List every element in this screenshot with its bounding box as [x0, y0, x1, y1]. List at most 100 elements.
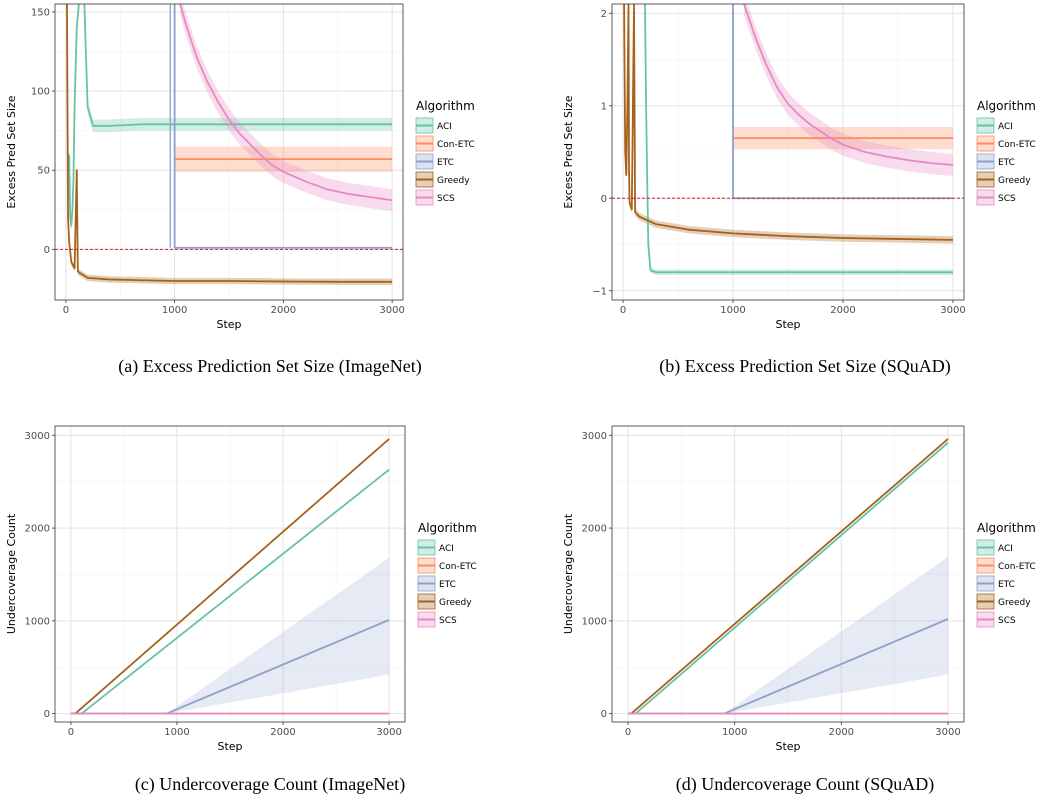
x-tick-label: 3000: [940, 305, 965, 316]
x-tick-label: 1000: [720, 305, 745, 316]
y-tick-label: 3000: [25, 431, 50, 442]
legend-key-scs: [976, 189, 995, 206]
x-axis-label: Step: [775, 740, 800, 753]
x-tick-label: 1000: [162, 305, 187, 316]
chart-panel-d: 0 1000 2000 3000 0 1000 2000 3000 Step Undercover…: [560, 410, 1043, 753]
legend-label: Con-ETC: [439, 562, 477, 572]
caption-a: (a) Excess Prediction Set Size (ImageNet…: [118, 356, 422, 376]
legend-title: Algorithm: [418, 521, 477, 535]
series-line-aci: [644, 4, 953, 274]
legend-key-scs: [415, 189, 434, 206]
x-axis-label: Step: [216, 318, 241, 331]
plot-frame-c: [54, 425, 406, 723]
x-tick-label: 2000: [829, 727, 854, 738]
series-line-scs: [743, 4, 954, 166]
y-axis-label: Excess Pred Set Size: [562, 95, 575, 208]
x-tick-label: 0: [68, 727, 74, 738]
series-line-aci: [68, 4, 80, 227]
legend-label: Greedy: [998, 176, 1031, 186]
x-tick-label: 0: [620, 305, 626, 316]
x-tick-label: 1000: [164, 727, 189, 738]
chart-svg-c: 0 1000 2000 3000 0 1000 2000 3000 Step Undercover…: [5, 425, 477, 753]
caption-c: (c) Undercoverage Count (ImageNet): [134, 774, 406, 794]
legend-label: Con-ETC: [437, 140, 475, 150]
y-tick-label: 2000: [582, 524, 607, 535]
legend-key-greedy: [417, 593, 436, 610]
series-group-c: [70, 438, 390, 715]
x-tick-label: 3000: [379, 305, 404, 316]
legend-key-etc: [415, 153, 434, 170]
chart-svg-b: 0 1000 2000 3000 −1 0 1 2 Step Excess Pred Set Si…: [562, 3, 1036, 331]
x-tick-label: 0: [625, 727, 631, 738]
legend-title: Algorithm: [977, 521, 1036, 535]
y-tick-label: 1: [601, 101, 607, 112]
chart-panel-c: 0 1000 2000 3000 0 1000 2000 3000 Step Undercover…: [0, 410, 520, 753]
legend-title: Algorithm: [977, 99, 1036, 113]
legend-label: ACI: [998, 544, 1013, 554]
series-line-scs: [179, 4, 393, 202]
legend-key-greedy: [415, 171, 434, 188]
legend-key-con-etc: [976, 557, 995, 574]
series-group-a: [66, 4, 393, 285]
y-tick-label: −1: [592, 286, 607, 297]
y-tick-label: 150: [31, 7, 50, 18]
legend-label: SCS: [998, 194, 1016, 204]
legend-label: ACI: [998, 122, 1013, 132]
legend-key-aci: [417, 539, 436, 556]
x-tick-label: 2000: [271, 305, 296, 316]
legend-label: SCS: [437, 194, 455, 204]
x-tick-label: 3000: [376, 727, 401, 738]
plot-frame-d: [611, 425, 965, 723]
y-tick-label: 50: [37, 166, 50, 177]
legend-key-con-etc: [976, 135, 995, 152]
legend-label: Con-ETC: [998, 140, 1036, 150]
band-scs: [744, 4, 953, 177]
legend-key-greedy: [976, 593, 995, 610]
series-line-greedy: [623, 4, 954, 241]
x-tick-label: 2000: [270, 727, 295, 738]
plot-frame-b: [611, 3, 965, 301]
x-tick-label: 1000: [722, 727, 747, 738]
chart-svg-d: 0 1000 2000 3000 0 1000 2000 3000 Step Undercover…: [562, 425, 1036, 753]
chart-panel-b: 0 1000 2000 3000 −1 0 1 2 Step Excess Pred Set Si…: [560, 0, 1043, 340]
legend-key-etc: [976, 153, 995, 170]
series-tail-aci: [83, 4, 393, 127]
legend-label: ACI: [439, 544, 454, 554]
y-axis-label: Excess Pred Set Size: [5, 95, 18, 208]
series-group-b: [623, 4, 954, 276]
y-tick-label: 0: [44, 709, 50, 720]
legend-key-etc: [976, 575, 995, 592]
y-tick-label: 0: [601, 709, 607, 720]
y-tick-label: 2: [601, 9, 607, 20]
legend-key-con-etc: [417, 557, 436, 574]
y-tick-label: 2000: [25, 524, 50, 535]
x-tick-label: 3000: [935, 727, 960, 738]
legend-key-con-etc: [415, 135, 434, 152]
legend-key-scs: [976, 611, 995, 628]
y-tick-label: 0: [601, 194, 607, 205]
series-line-greedy: [66, 4, 393, 283]
legend-key-scs: [417, 611, 436, 628]
legend-label: Greedy: [437, 176, 470, 186]
legend-label: Greedy: [439, 598, 472, 608]
legend-label: ETC: [437, 158, 454, 168]
y-tick-label: 0: [44, 245, 50, 256]
legend-key-aci: [976, 539, 995, 556]
legend-label: ACI: [437, 122, 452, 132]
x-tick-label: 0: [63, 305, 69, 316]
legend-key-aci: [976, 117, 995, 134]
x-axis-label: Step: [775, 318, 800, 331]
band-etc: [166, 557, 390, 714]
series-line-etc: [173, 4, 393, 249]
y-tick-label: 1000: [25, 616, 50, 627]
legend-label: Greedy: [998, 598, 1031, 608]
y-axis-label: Undercoverage Count: [5, 513, 18, 634]
caption-b: (b) Excess Prediction Set Size (SQuAD): [659, 356, 951, 376]
legend-key-aci: [415, 117, 434, 134]
y-tick-label: 1000: [582, 616, 607, 627]
plot-frame-a: [54, 3, 404, 301]
legend-label: ETC: [439, 580, 456, 590]
x-axis-label: Step: [217, 740, 242, 753]
legend-title: Algorithm: [416, 99, 475, 113]
band-tail-aci: [84, 4, 393, 133]
